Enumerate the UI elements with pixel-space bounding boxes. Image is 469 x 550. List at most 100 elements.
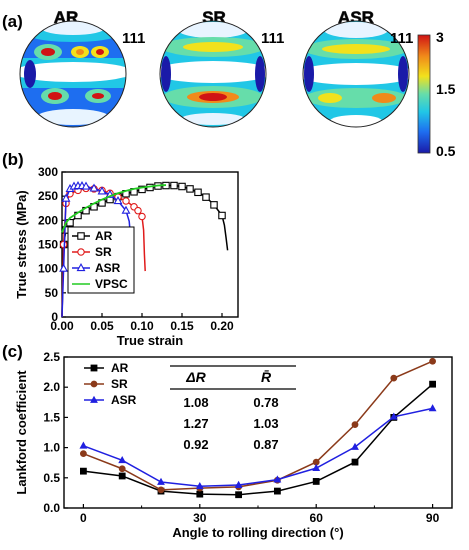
data-point-ar: [274, 487, 281, 495]
data-point-ar: [186, 185, 194, 193]
data-point-ar: [312, 478, 320, 485]
data-point-sr: [138, 212, 146, 221]
data-point-sr: [122, 197, 130, 205]
legend-label-ar: AR: [111, 361, 129, 375]
colorbar-max-label: 3: [436, 29, 444, 45]
data-point-sr: [312, 458, 320, 466]
data-point-sr: [157, 486, 165, 494]
x-tick-label: 30: [193, 511, 207, 525]
data-point-ar: [210, 201, 218, 209]
x-tick-label: 0.10: [130, 319, 154, 333]
legend-marker-sr: [77, 248, 85, 256]
y-axis-label: Lankford coefficient: [14, 370, 29, 495]
x-tick-label: 0.05: [90, 319, 114, 333]
colorbar-min-label: 0.5: [436, 143, 456, 159]
legend-label-asr: ASR: [111, 393, 137, 407]
data-point-ar: [235, 491, 242, 499]
y-tick-label: 300: [38, 165, 58, 179]
data-point-ar: [351, 458, 359, 466]
data-point-sr: [390, 374, 398, 382]
y-tick-label: 0.5: [43, 471, 60, 485]
data-point-asr: [195, 482, 204, 490]
table-cell: 1.08: [183, 395, 208, 410]
data-point-asr: [89, 183, 99, 192]
pole-figure-plane-sr: 111: [261, 30, 284, 47]
data-point-asr: [61, 193, 71, 202]
table-cell: 0.78: [253, 395, 278, 410]
legend-marker-ar: [77, 232, 85, 240]
x-tick-label: 0: [80, 511, 87, 525]
x-tick-label: 60: [310, 511, 324, 525]
x-axis-label: True strain: [117, 333, 184, 348]
colorbar-mid-label: 1.5: [436, 81, 456, 97]
data-point-ar: [178, 182, 186, 191]
legend-marker-ar: [90, 364, 98, 372]
data-point-asr: [59, 263, 69, 272]
pole-figure-plane-asr: 111: [390, 30, 413, 47]
table-cell: 1.03: [253, 416, 278, 431]
data-point-sr: [134, 206, 142, 215]
pole-figure-sr: [160, 21, 266, 127]
pole-figure-ar: [20, 21, 126, 127]
panel-a-label: (a): [2, 12, 23, 31]
y-tick-label: 1.5: [43, 410, 60, 424]
y-tick-label: 100: [38, 262, 58, 276]
lankford-chart: 0 30 60 90 0.0 0.5 1.0 1.5 2.0 2.5 Angle to rollin…: [14, 350, 453, 540]
data-point-asr: [389, 412, 398, 420]
legend-label-vpsc: VPSC: [95, 277, 128, 291]
data-point-asr: [79, 441, 88, 449]
series-line-asr: [83, 407, 433, 488]
y-tick-label: 2.0: [43, 380, 60, 394]
data-point-asr: [428, 404, 437, 412]
data-point-ar: [218, 211, 226, 220]
data-point-asr: [113, 196, 123, 205]
data-point-sr: [59, 240, 68, 249]
data-point-sr: [118, 465, 126, 473]
y-tick-label: 200: [38, 213, 58, 227]
table-header-delta-r: ΔR: [185, 369, 206, 385]
data-point-asr: [118, 456, 127, 464]
legend-marker-asr: [76, 263, 86, 272]
legend-label-sr: SR: [111, 377, 128, 391]
y-axis-label: True stress (MPa): [14, 190, 29, 298]
y-tick-label: 1.0: [43, 441, 60, 455]
panel-c-label: (c): [2, 342, 23, 361]
stress-strain-chart: 0.00 0.05 0.10 0.15 0.20 0 50 100 150 200 250 300 Tr…: [14, 165, 239, 348]
colorbar: [417, 34, 431, 154]
series-line-ar: [83, 383, 434, 496]
x-tick-label: 0.00: [50, 319, 74, 333]
data-point-ar: [170, 181, 178, 190]
data-point-sr: [429, 357, 436, 365]
y-tick-label: 250: [38, 189, 58, 203]
data-point-asr: [234, 480, 243, 488]
data-point-ar: [429, 380, 436, 388]
data-point-asr: [157, 477, 165, 485]
series-line-sr: [83, 360, 433, 491]
pole-figure-asr: [303, 21, 409, 127]
x-axis-label: Angle to rolling direction (°): [172, 525, 343, 540]
y-tick-label: 50: [45, 286, 59, 300]
data-point-ar: [196, 490, 204, 498]
data-point-ar: [80, 467, 87, 475]
y-tick-label: 0.0: [43, 501, 60, 515]
y-tick-label: 0: [51, 310, 58, 324]
y-tick-label: 150: [38, 238, 58, 252]
x-tick-label: 0.20: [210, 319, 234, 333]
table-cell: 1.27: [183, 416, 208, 431]
table-header-r-bar: R̄: [261, 368, 272, 385]
y-tick-label: 2.5: [43, 350, 60, 364]
series-line-asr: [61, 185, 133, 318]
series-line-vpsc: [61, 184, 167, 233]
table-cell: 0.92: [183, 437, 208, 452]
data-point-sr: [351, 421, 359, 429]
legend-label-sr: SR: [95, 245, 112, 259]
data-point-ar: [138, 185, 146, 194]
legend-label-ar: AR: [95, 229, 113, 243]
data-point-asr: [97, 186, 107, 195]
pole-figure-plane-ar: 111: [122, 30, 145, 47]
x-tick-label: 0.15: [170, 319, 194, 333]
panel-b-label: (b): [2, 150, 24, 169]
data-point-ar: [118, 472, 126, 480]
